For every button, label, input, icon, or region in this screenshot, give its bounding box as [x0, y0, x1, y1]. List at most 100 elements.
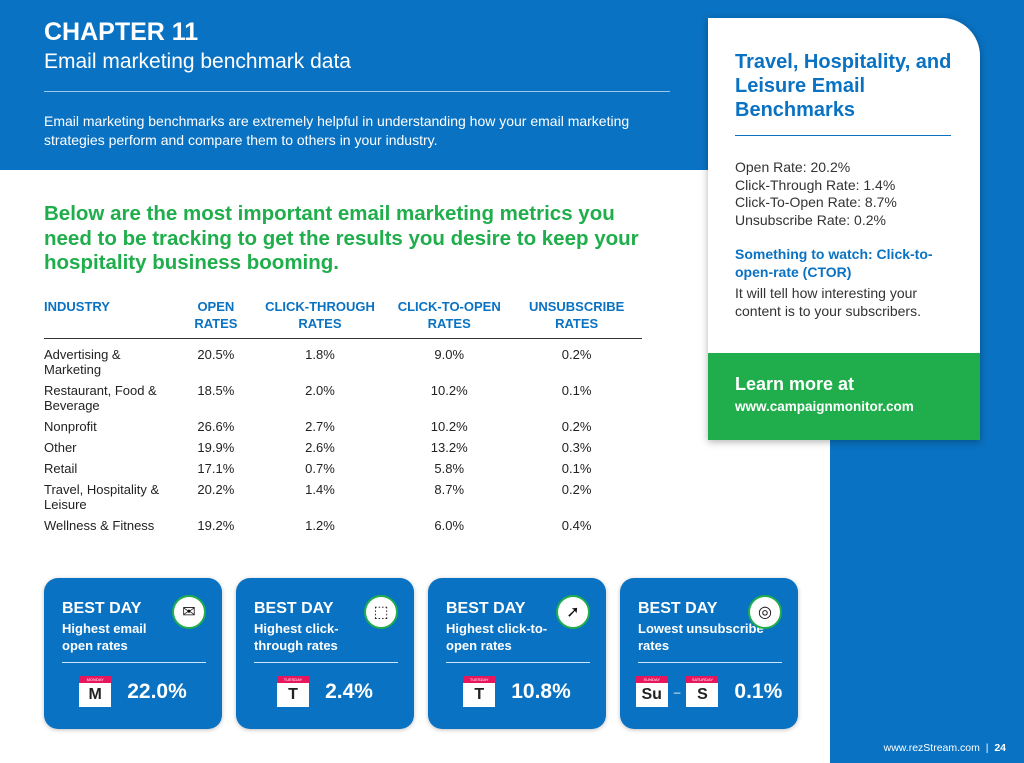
stat: Open Rate: 20.2% [735, 159, 851, 175]
best-day-box: BEST DAY Highest email open rates ✉ MONDAY M… [44, 578, 222, 729]
calendar-day: TUESDAY [463, 676, 496, 683]
table-cell: Advertising & Marketing [44, 347, 121, 377]
calendar-day: MONDAY [79, 676, 112, 683]
table-cell: 2.0% [305, 383, 335, 398]
table-cell: Other [44, 440, 77, 455]
table-cell: 18.5% [197, 383, 235, 398]
table-cell: 0.3% [561, 440, 592, 455]
table-cell: 2.6% [305, 440, 335, 455]
table-cell: 0.1% [561, 461, 592, 476]
table-cell: 6.0% [434, 518, 465, 533]
calendar-abbr: S [697, 686, 708, 703]
table-cell: 2.7% [305, 419, 335, 434]
calendar-abbr: M [88, 686, 102, 703]
box-desc: Highest click-through rates [254, 621, 339, 653]
stat: Click-Through Rate: 1.4% [735, 176, 896, 193]
table-cell: 0.2% [561, 482, 592, 497]
box-value: 2.4% [325, 679, 373, 703]
table-cell: 13.2% [430, 440, 468, 455]
column-header: INDUSTRY [44, 298, 179, 339]
table-row: Retail 17.1% 0.7% 5.8% 0.1% [44, 457, 642, 478]
divider [62, 662, 206, 663]
stat: Unsubscribe Rate: 0.2% [735, 211, 886, 228]
table-cell: 26.6% [197, 419, 235, 434]
calendar-icon: SUNDAY Su [635, 676, 668, 707]
learn-more-link[interactable]: www.campaignmonitor.com [735, 399, 914, 414]
column-header: CLICK-TO-OPEN RATES [387, 298, 512, 339]
table-cell: 9.0% [434, 347, 465, 362]
box-desc: Highest click-to-open rates [446, 621, 548, 653]
divider [638, 662, 782, 663]
calendar-icon: SATURDAY S [686, 676, 719, 707]
page-number: 24 [994, 742, 1006, 754]
divider [44, 91, 670, 92]
table-cell: Nonprofit [44, 419, 97, 434]
footer: www.rezStream.com | 24 [883, 742, 1006, 754]
table-row: Other 19.9% 2.6% 13.2% 0.3% [44, 436, 642, 457]
calendar-abbr: T [474, 686, 485, 703]
table-cell: 10.2% [430, 383, 468, 398]
table-cell: 0.1% [561, 383, 592, 398]
calendar-day: SUNDAY [635, 676, 668, 683]
column-header: OPEN RATES [179, 298, 253, 339]
table-cell: 0.2% [561, 347, 592, 362]
table-cell: 1.4% [305, 482, 335, 497]
calendar-icon: MONDAY M [79, 676, 112, 707]
box-title: BEST DAY [62, 600, 142, 617]
lead-text: Below are the most important email marke… [44, 202, 639, 274]
table-cell: 0.4% [561, 518, 592, 533]
box-value: 22.0% [127, 679, 187, 703]
box-title: BEST DAY [446, 600, 526, 617]
card-title: Travel, Hospitality, and Leisure Email B… [735, 51, 952, 121]
box-value: 10.8% [511, 679, 571, 703]
calendar-icon: TUESDAY T [277, 676, 310, 707]
table-cell: Retail [44, 461, 78, 476]
divider [735, 135, 951, 136]
intro-text: Email marketing benchmarks are extremely… [44, 113, 630, 148]
table-cell: 0.2% [561, 419, 592, 434]
table-cell: 0.7% [305, 461, 335, 476]
table-row: Nonprofit 26.6% 2.7% 10.2% 0.2% [44, 415, 642, 436]
envelope-open-icon: ✉ [172, 595, 206, 629]
dash: – [673, 684, 681, 699]
calendar-abbr: Su [641, 686, 662, 703]
table-cell: Wellness & Fitness [44, 518, 155, 533]
best-day-box: BEST DAY Highest click-through rates ⬚ TUES… [236, 578, 414, 729]
ring-icon: ◎ [748, 595, 782, 629]
column-header: CLICK-THROUGH RATES [252, 298, 388, 339]
table-cell: 1.8% [305, 347, 335, 362]
box-value: 0.1% [734, 679, 783, 703]
table-cell: 17.1% [197, 461, 235, 476]
footer-site[interactable]: www.rezStream.com [883, 742, 980, 754]
calendar-day: SATURDAY [686, 676, 719, 683]
click-cursor-icon: ⬚ [364, 595, 398, 629]
divider [446, 662, 590, 663]
calendar-day: TUESDAY [277, 676, 310, 683]
table-cell: 20.2% [197, 482, 235, 497]
best-day-box: BEST DAY Highest click-to-open rates ➚ TUES… [428, 578, 606, 729]
watch-text: It will tell how interesting your conten… [735, 285, 921, 319]
box-desc: Highest email open rates [62, 621, 147, 653]
benchmark-table: INDUSTRY OPEN RATES CLICK-THROUGH RATES CLI… [44, 298, 642, 535]
page-title: Email marketing benchmark data [44, 50, 351, 73]
chapter-label: CHAPTER 11 [44, 18, 199, 46]
divider [254, 662, 398, 663]
table-row: Advertising & Marketing 20.5% 1.8% 9.0% 0.2% [44, 339, 642, 380]
best-day-box: BEST DAY Lowest unsubscribe rates ◎ SUNDAY S… [620, 578, 798, 729]
table-cell: 19.9% [197, 440, 235, 455]
box-title: BEST DAY [638, 600, 718, 617]
learn-more-label: Learn more at [735, 374, 855, 394]
calendar-icon: TUESDAY T [463, 676, 496, 707]
watch-title: Something to watch: Click-to-open-rate (… [735, 246, 933, 280]
table-cell: 10.2% [430, 419, 468, 434]
table-cell: 19.2% [197, 518, 235, 533]
calendar-abbr: T [288, 686, 298, 703]
benchmark-card: Travel, Hospitality, and Leisure Email B… [708, 18, 980, 440]
card-stats: Open Rate: 20.2% Click-Through Rate: 1.4… [735, 159, 897, 229]
table-row: Wellness & Fitness 19.2% 1.2% 6.0% 0.4% [44, 514, 642, 535]
table-row: Restaurant, Food & Beverage 18.5% 2.0% 10.2… [44, 379, 642, 415]
table-cell: 5.8% [434, 461, 465, 476]
box-desc: Lowest unsubscribe rates [638, 621, 764, 653]
column-header: UNSUBSCRIBE RATES [511, 298, 642, 339]
stat: Click-To-Open Rate: 8.7% [735, 194, 897, 210]
